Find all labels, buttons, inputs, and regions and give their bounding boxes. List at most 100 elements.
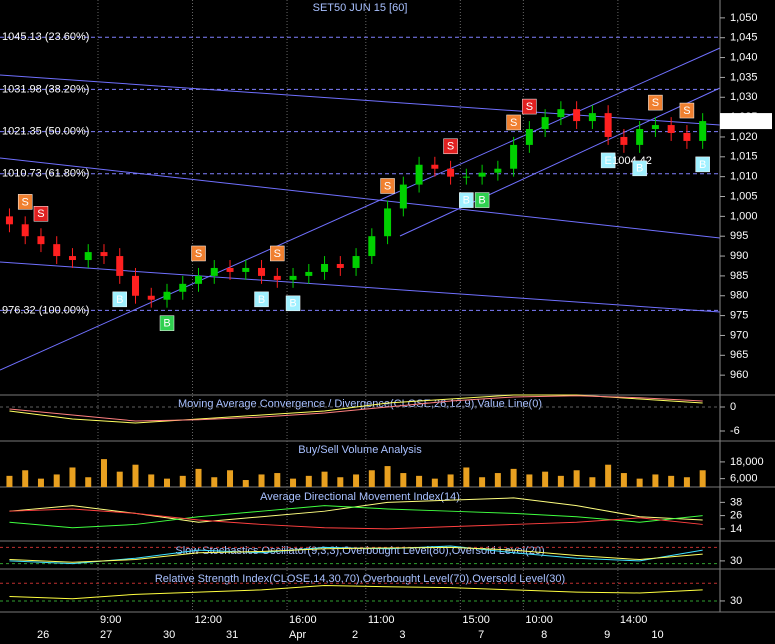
candle-body — [5, 216, 13, 225]
indicator-line — [9, 546, 703, 563]
signal-label: S — [683, 105, 690, 117]
candle-body — [636, 129, 644, 145]
candle-body — [557, 109, 565, 118]
time-label: 16:00 — [289, 614, 317, 626]
y-tick-label: 18,000 — [730, 456, 764, 468]
candle-body — [147, 295, 155, 300]
trend-line — [399, 87, 721, 237]
y-tick-label: 985 — [730, 270, 748, 282]
candle-body — [494, 168, 502, 173]
candle-body — [84, 252, 92, 261]
candle-body — [131, 275, 139, 296]
volume-bar — [69, 467, 76, 487]
y-tick-label: -6 — [730, 425, 740, 437]
y-tick-label: 960 — [730, 369, 748, 381]
signal-label: E — [604, 155, 611, 167]
date-label: 9 — [604, 629, 610, 641]
candle-body — [604, 113, 612, 137]
candle-body — [163, 291, 171, 300]
panel-separators — [0, 394, 775, 613]
signal-marker — [632, 160, 647, 177]
volume-bar — [164, 478, 171, 487]
signal-marker — [679, 102, 695, 119]
y-tick-label: 1,005 — [730, 190, 758, 202]
indicator-line — [9, 395, 703, 422]
volume-bar — [368, 470, 375, 487]
y-tick-label: 1,015 — [730, 151, 758, 163]
candle-body — [478, 172, 486, 177]
indicator-line — [9, 505, 703, 529]
volume-bar — [274, 473, 281, 487]
signal-label: B — [636, 163, 643, 175]
signal-marker — [17, 194, 33, 210]
last-price-label: 1,024.00 — [723, 115, 766, 127]
volume-bar — [479, 477, 486, 487]
y-tick-label: 30 — [730, 555, 742, 567]
date-label: 30 — [163, 629, 175, 641]
signal-marker — [112, 291, 127, 308]
signal-marker — [522, 98, 537, 115]
y-tick-label: 26 — [730, 510, 742, 522]
y-tick-label: 38 — [730, 496, 742, 508]
y-tick-label: 1,030 — [730, 91, 758, 103]
volume-bar — [321, 471, 328, 487]
fib-label: 1045.13 (23.60%) — [2, 31, 89, 43]
signal-label: S — [510, 117, 517, 129]
time-label: 10:00 — [525, 614, 553, 626]
candle-body — [399, 184, 407, 209]
panel-title: Buy/Sell Volume Analysis — [298, 444, 422, 456]
time-label: 12:00 — [195, 614, 223, 626]
volume-bar — [542, 471, 549, 487]
signal-label: S — [37, 208, 44, 220]
signal-marker — [254, 291, 269, 308]
candle-body — [431, 164, 439, 169]
candle-body — [273, 275, 281, 280]
volume-bar — [431, 478, 438, 487]
y-tick-label: 970 — [730, 329, 748, 341]
volume-bar — [589, 477, 596, 487]
last-price-box — [720, 113, 772, 130]
volume-bar — [53, 474, 60, 487]
volume-bar — [258, 474, 265, 487]
candle-body — [258, 267, 266, 276]
candle-body — [37, 236, 45, 245]
volume-bar — [290, 478, 297, 487]
candle-body — [179, 283, 187, 292]
volume-bar — [400, 473, 407, 487]
candle-body — [53, 244, 61, 257]
candle-body — [573, 109, 581, 122]
y-tick-label: 30 — [730, 595, 742, 607]
candle-body — [226, 267, 234, 272]
signal-marker — [33, 206, 49, 222]
candle-body — [305, 271, 313, 276]
y-tick-label: 1,000 — [730, 210, 758, 222]
signal-label: B — [258, 294, 265, 306]
volume-bar — [494, 473, 501, 487]
volume-bar — [416, 475, 423, 487]
volume-bar — [211, 477, 218, 487]
candle-body — [447, 168, 455, 177]
date-label: 2 — [352, 629, 358, 641]
signal-label: S — [652, 97, 659, 109]
signal-marker — [380, 178, 395, 194]
volume-bar — [384, 466, 391, 487]
candle-body — [620, 136, 628, 145]
date-label: Apr — [289, 629, 306, 641]
date-label: 26 — [37, 629, 49, 641]
date-label: 3 — [399, 629, 405, 641]
volume-bar — [22, 470, 29, 487]
y-tick-label: 995 — [730, 230, 748, 242]
y-tick-label: 1,010 — [730, 171, 758, 183]
volume-bar — [6, 475, 13, 487]
y-tick-label: 1,035 — [730, 71, 758, 83]
candle-body — [242, 267, 250, 272]
signal-marker — [474, 192, 490, 208]
time-label: 9:00 — [100, 614, 121, 626]
volume-bar — [683, 477, 690, 487]
signal-label: S — [526, 101, 533, 113]
candle-body — [210, 267, 218, 276]
signal-marker — [506, 114, 521, 131]
signal-marker — [695, 156, 710, 173]
volume-bar — [463, 467, 470, 487]
